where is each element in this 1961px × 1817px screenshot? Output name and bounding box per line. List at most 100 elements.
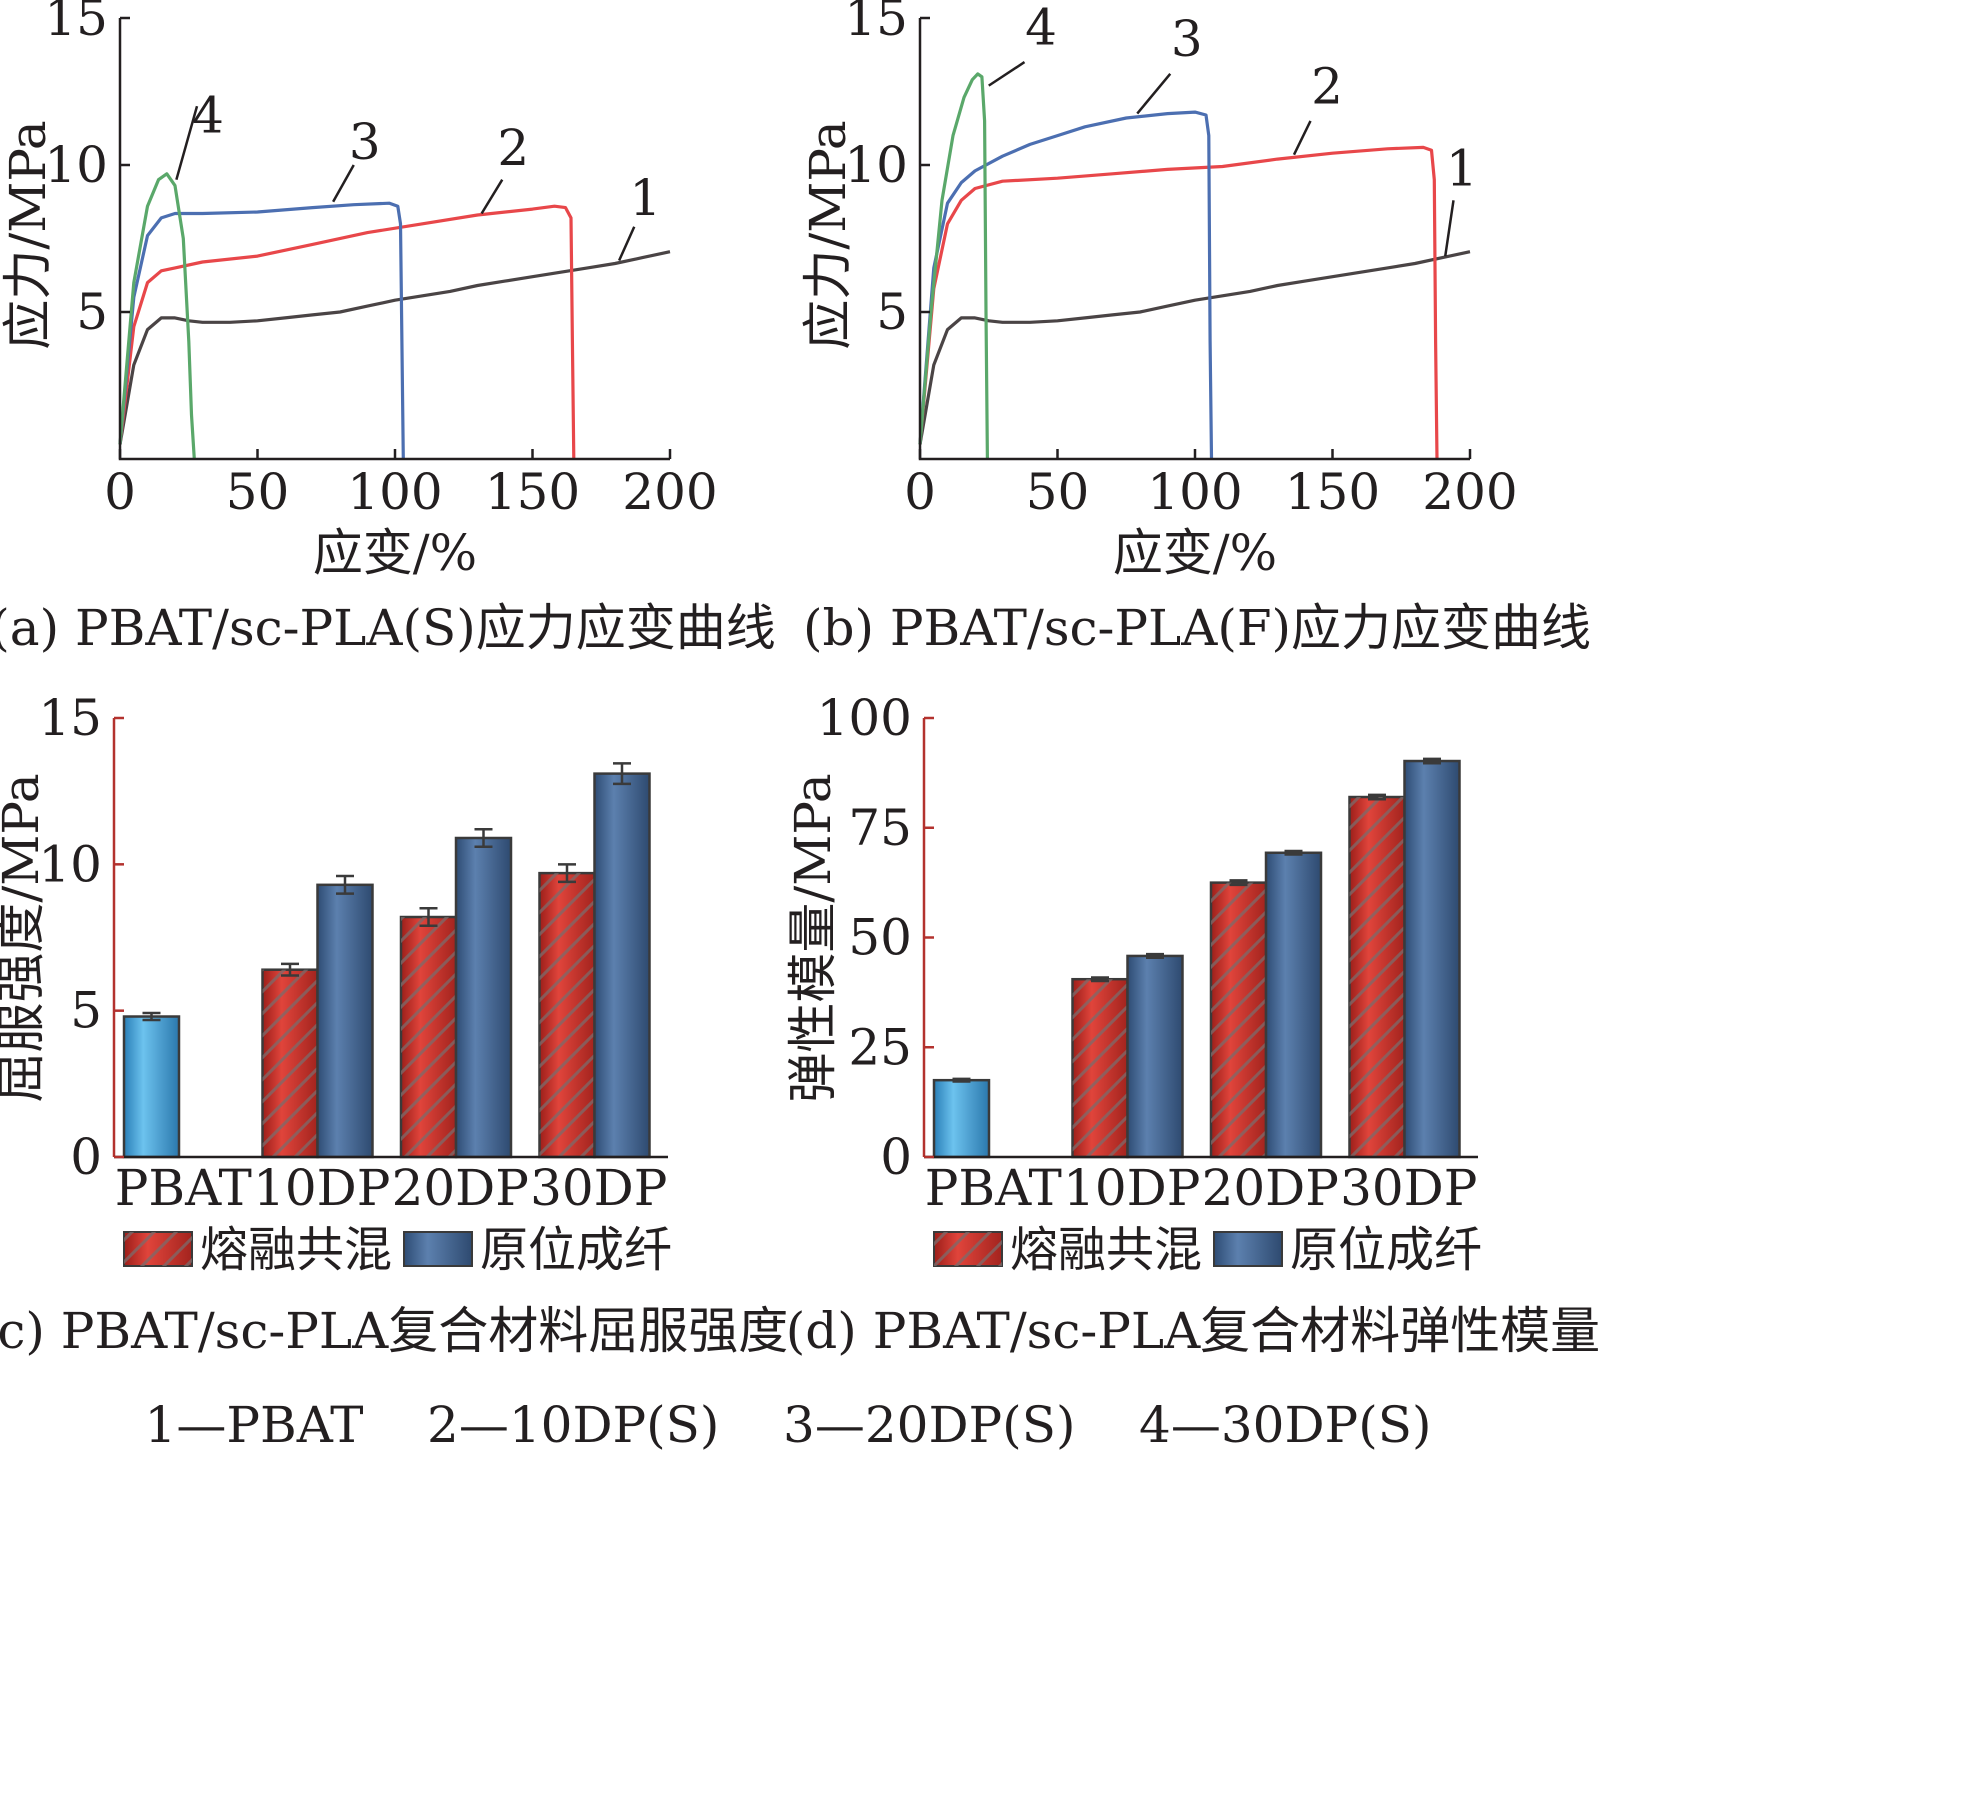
panel-b-axis-lines [918,18,1470,461]
panel-a-ytick-label: 10 [44,136,108,194]
panel-a-axes [118,16,672,461]
panel-d-legend-melt-hatch [934,1232,1002,1266]
panel-a-ytick-label: 15 [44,0,108,47]
panel-a-ylabel: 应力/MPa [0,120,57,349]
panel-d-bar-insitu-30DP [1403,759,1461,1159]
panel-c-legend-insitu-swatch [403,1231,473,1267]
panel-d-bar-insitu-10DP-errorbar [1146,952,1164,959]
panel-b-caption: (b) PBAT/sc-PLA(F)应力应变曲线 [803,599,1591,657]
footnote-curve-key: 1—PBAT 2—10DP(S) 3—20DP(S) 4—30DP(S) [145,1396,1432,1454]
panel-b-curve-1 [918,250,1471,445]
panel-b-curve-3 [918,110,1214,460]
panel-a-axis-lines [118,18,670,461]
panel-c-bar-melt-30DP-errorbar [558,863,576,884]
panel-c-bars [122,762,651,1159]
panel-d-category-label: PBAT [925,1159,1062,1217]
panel-b-xlabel: 应变/% [1113,524,1277,582]
panel-d-tick-labels: 0 25 50 75 100 PBAT 10DP 20DP 30DP [817,689,1478,1217]
panel-c-legend-melt-label: 熔融共混 [200,1222,392,1278]
panel-d-elastic-modulus: 0 25 50 75 100 PBAT 10DP 20DP 30DP 弹性模量/MPa 熔融共混… [784,689,1600,1360]
panel-b-curves [918,72,1471,460]
panel-c-ytick-label: 15 [38,689,102,747]
panel-b-xtick-label: 0 [904,463,936,521]
panel-a-curve-label-4: 4 [192,87,224,145]
panel-d-ytick-label: 0 [880,1128,912,1186]
panel-c-bar-melt-10DP-errorbar [281,962,299,977]
panel-d-legend: 熔融共混 原位成纤 [933,1222,1482,1278]
panel-b-leader-3 [1136,73,1172,115]
panel-b-axes [918,16,1472,461]
panel-d-bars [932,757,1461,1159]
panel-c-caption: (c) PBAT/sc-PLA复合材料屈服强度 [0,1302,788,1360]
panel-d-bar-melt-30DP-errorbar [1368,793,1386,801]
panel-c-ytick-label: 0 [70,1128,102,1186]
panel-d-ylabel: 弹性模量/MPa [784,773,842,1102]
panel-d-bar-pbat [932,1078,991,1159]
panel-d-legend-insitu-swatch [1213,1231,1283,1267]
panel-d-bar-insitu-30DP-errorbar [1423,757,1441,765]
panel-b-tick-labels: 0 50 100 150 200 5 10 15 [844,0,1517,521]
panel-a-curve-labels: 4 3 2 1 [175,87,661,262]
panel-d-category-label: 20DP [1202,1159,1339,1217]
panel-c-bar-insitu-20DP [454,836,513,1159]
panel-c-category-label: 30DP [530,1159,667,1217]
panel-d-legend-insitu-label: 原位成纤 [1290,1222,1482,1278]
panel-c-legend-insitu-label: 原位成纤 [480,1222,672,1278]
panel-d-ytick-label: 75 [848,799,912,857]
panel-b-curve-labels: 4 3 2 1 [988,0,1478,257]
panel-b-curve-label-2: 2 [1311,57,1343,115]
panel-b-leader-1 [1444,200,1455,257]
panel-a-curve-label-1: 1 [629,169,661,227]
panel-c-tick-labels: 0 5 10 15 PBAT 10DP 20DP 30DP [38,689,667,1217]
panel-d-bar-insitu-20DP-errorbar [1284,849,1303,856]
panel-c-category-label: PBAT [115,1159,252,1217]
panel-b-curve-2 [918,145,1439,460]
panel-c-category-label: 10DP [253,1159,390,1217]
panel-d-ytick-label: 50 [848,909,912,967]
panel-a-leader-2 [480,179,504,215]
panel-c-ylabel: 屈服强度/MPa [0,773,50,1102]
panel-d-bar-insitu-20DP [1264,851,1323,1159]
panel-c-legend-melt-hatch [124,1232,192,1266]
panel-c-bar-melt-30DP-hatch [539,873,595,1157]
panel-a-tick-labels: 0 50 100 150 200 5 10 15 [44,0,717,521]
panel-a-xtick-label: 50 [226,463,290,521]
panel-b-xtick-label: 150 [1285,463,1380,521]
panel-a-caption: (a) PBAT/sc-PLA(S)应力应变曲线 [0,599,776,657]
panel-b-ytick-label: 10 [844,136,908,194]
panel-d-bar-melt-20DP-hatch [1211,882,1266,1157]
panel-d-ytick-label: 25 [848,1018,912,1076]
panel-d-caption: (d) PBAT/sc-PLA复合材料弹性模量 [786,1302,1600,1360]
panel-b-ytick-label: 5 [876,283,908,341]
panel-b-curve-4 [918,72,989,460]
panel-a-leader-1 [617,226,636,262]
panel-b-leader-2 [1292,120,1312,156]
panel-c-bar-insitu-20DP-errorbar [474,827,493,849]
panel-b-curve-label-1: 1 [1446,140,1478,198]
panel-a-curve-1 [118,250,671,445]
panel-d-bar-melt-20DP-errorbar [1229,879,1248,887]
panel-b-xtick-label: 200 [1422,463,1517,521]
panel-b-curve-label-4: 4 [1025,0,1057,56]
panel-b-stress-strain-f: 0 50 100 150 200 5 10 15 4 3 2 1 应变/% 应力/MPa (b) P… [799,0,1591,657]
panel-c-axes [112,716,668,1159]
panel-c-ytick-label: 10 [38,835,102,893]
panel-a-xtick-label: 150 [485,463,580,521]
panel-c-bar-pbat-errorbar [142,1011,161,1022]
panel-c-bar-insitu-30DP-errorbar [613,762,631,786]
panel-d-bar-pbat-errorbar [952,1077,971,1083]
panel-a-curve-label-2: 2 [497,119,529,177]
panel-c-bar-melt-10DP-hatch [262,969,318,1157]
panel-d-bar-melt-30DP-hatch [1349,797,1405,1157]
panel-c-bar-insitu-30DP [593,772,651,1159]
panel-a-xlabel: 应变/% [313,524,477,582]
panel-b-xtick-label: 50 [1026,463,1090,521]
panel-c-yield-strength: 0 5 10 15 PBAT 10DP 20DP 30DP 屈服强度/MPa 熔融共混 原位成… [0,689,788,1360]
panel-c-bar-insitu-10DP [316,883,374,1159]
panel-a-xtick-label: 200 [622,463,717,521]
panel-d-legend-melt-label: 熔融共混 [1010,1222,1202,1278]
panel-b-ylabel: 应力/MPa [799,120,857,349]
panel-c-bar-insitu-10DP-errorbar [336,874,354,895]
panel-a-leader-3 [332,164,355,203]
panel-c-bar-melt-20DP-hatch [401,917,456,1157]
